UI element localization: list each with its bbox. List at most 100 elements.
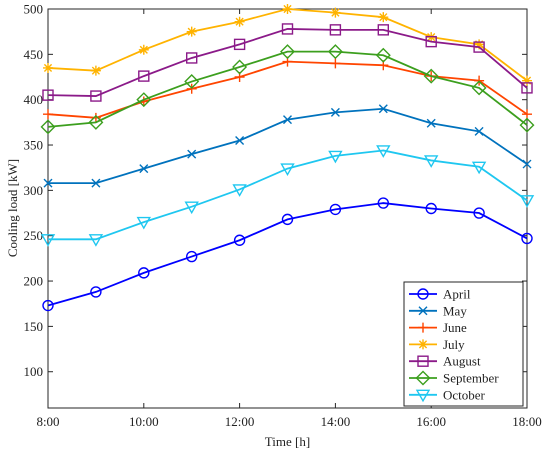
data-point — [330, 107, 340, 117]
x-tick-label: 8:00 — [36, 414, 59, 429]
series-april — [42, 197, 533, 312]
data-point — [330, 58, 341, 69]
data-point — [42, 89, 54, 101]
data-point — [185, 250, 198, 263]
data-point — [376, 145, 391, 158]
data-point — [90, 286, 102, 298]
series-line — [47, 202, 528, 307]
data-point — [232, 184, 247, 197]
data-point — [234, 16, 245, 27]
data-point — [473, 41, 485, 53]
legend-label: June — [443, 320, 467, 335]
legend-marker — [415, 389, 431, 403]
x-tick-label: 14:00 — [321, 414, 351, 429]
data-point — [522, 75, 532, 86]
y-tick-label: 350 — [24, 138, 44, 153]
data-point — [377, 197, 389, 209]
legend-marker — [418, 306, 428, 316]
legend-label: May — [443, 303, 467, 318]
data-point — [378, 12, 389, 23]
data-point — [233, 234, 246, 246]
x-tick-label: 12:00 — [225, 414, 255, 429]
legend-item: June — [409, 320, 467, 335]
data-point — [474, 126, 484, 136]
data-point — [91, 178, 101, 188]
data-point — [425, 35, 437, 48]
data-point — [90, 90, 102, 102]
data-point — [88, 234, 104, 247]
data-point — [378, 104, 388, 114]
legend-item: August — [409, 354, 481, 369]
data-point — [88, 114, 104, 130]
legend-label: August — [443, 354, 481, 369]
data-point — [184, 74, 200, 90]
data-point — [40, 234, 56, 247]
y-tick-label: 100 — [24, 364, 44, 379]
data-point — [521, 232, 533, 245]
data-point — [233, 38, 246, 51]
x-tick-label: 18:00 — [512, 414, 542, 429]
legend-item: July — [409, 337, 465, 352]
data-point — [522, 159, 532, 169]
data-point — [329, 203, 342, 216]
data-point — [280, 163, 295, 177]
data-point — [187, 149, 197, 159]
axis-ticks: 8:00 10:00 12:00 14:00 16:00 18:00 100 150 200 25… — [24, 2, 542, 430]
legend-label: October — [443, 387, 486, 402]
data-point — [185, 52, 198, 64]
data-point — [281, 23, 294, 35]
data-point — [474, 39, 485, 50]
data-point — [281, 213, 294, 226]
legend-marker — [415, 370, 431, 386]
data-point — [43, 109, 53, 120]
data-point — [330, 7, 341, 18]
data-point — [375, 47, 391, 63]
x-tick-label: 16:00 — [416, 414, 446, 429]
data-point — [423, 155, 439, 168]
series-september — [40, 44, 535, 135]
y-tick-label: 300 — [24, 183, 44, 198]
data-point — [90, 65, 101, 76]
data-point — [90, 112, 101, 123]
series-may — [43, 104, 532, 188]
data-point — [280, 44, 295, 60]
data-point — [423, 68, 439, 84]
data-point — [136, 92, 152, 108]
data-point — [282, 4, 293, 14]
legend-label: April — [443, 287, 471, 302]
legend-marker — [418, 339, 428, 350]
x-axis-label: Time [h] — [265, 434, 310, 449]
data-point — [138, 70, 150, 82]
data-point — [328, 150, 343, 164]
data-point — [425, 202, 437, 215]
data-point — [184, 201, 199, 215]
data-point — [138, 44, 149, 55]
y-tick-label: 400 — [24, 92, 44, 107]
data-point — [519, 195, 535, 208]
legend-label: September — [443, 371, 499, 386]
data-point — [426, 118, 436, 128]
data-point — [43, 178, 53, 188]
y-tick-label: 500 — [24, 2, 44, 17]
legend-item: May — [409, 303, 467, 318]
data-point — [471, 161, 487, 175]
data-point — [43, 62, 53, 73]
data-point — [136, 216, 152, 230]
data-point — [235, 135, 245, 145]
data-point — [283, 115, 292, 125]
legend-item: September — [409, 371, 499, 386]
y-tick-label: 450 — [24, 47, 44, 62]
data-point — [327, 44, 343, 60]
legend-marker — [417, 288, 429, 300]
y-tick-label: 250 — [24, 228, 44, 243]
data-point — [138, 267, 150, 279]
data-point — [139, 164, 149, 174]
data-point — [232, 59, 248, 75]
series-august — [42, 23, 533, 102]
data-point — [377, 24, 389, 36]
data-point — [522, 109, 532, 120]
x-tick-label: 10:00 — [129, 414, 159, 429]
data-point — [521, 82, 533, 94]
